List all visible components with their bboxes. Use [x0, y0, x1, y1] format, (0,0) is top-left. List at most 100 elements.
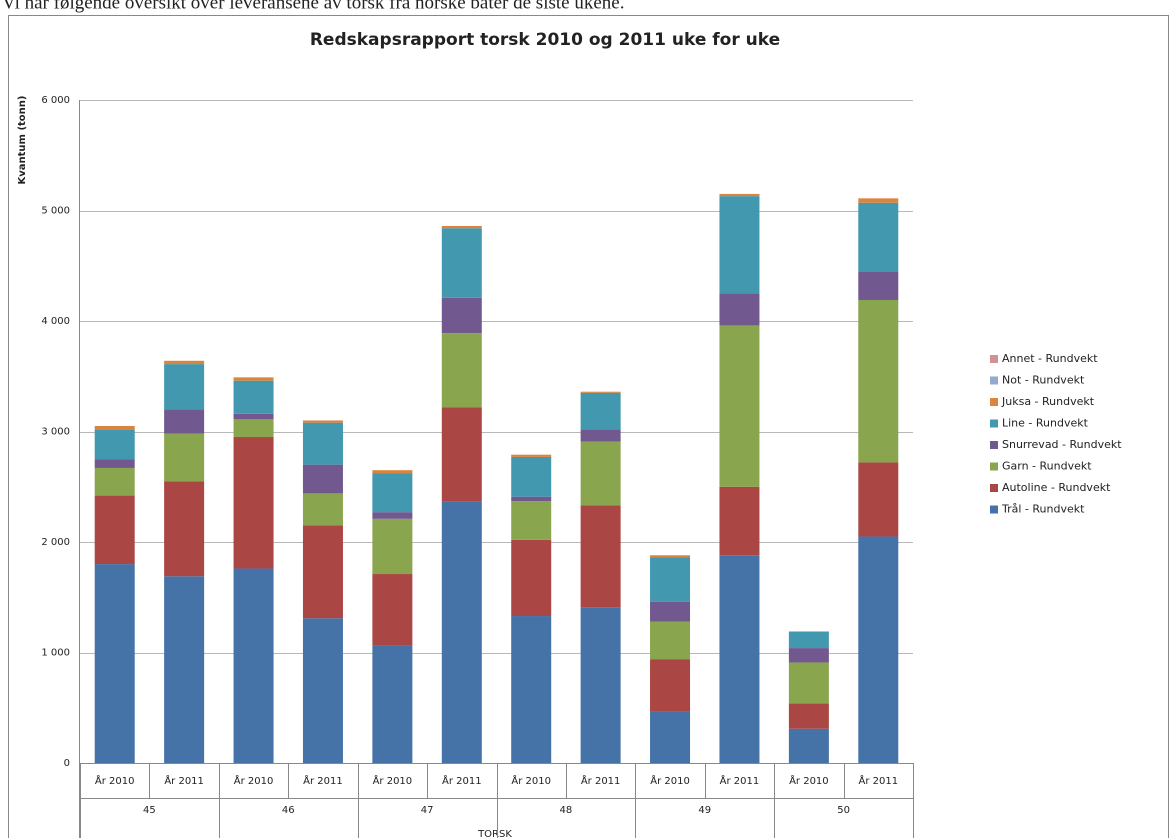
x-axis-title: TORSK — [477, 829, 512, 838]
y-tick-label: 6 000 — [41, 95, 70, 106]
bar-segment — [233, 437, 274, 569]
bar-segment — [650, 555, 691, 558]
bar-segment — [233, 413, 274, 420]
bar-segment — [580, 607, 621, 763]
bar-segment — [580, 392, 621, 430]
bar-segment — [94, 459, 135, 468]
bar-segment — [302, 464, 343, 494]
bar-segment — [788, 728, 829, 763]
legend-swatch — [990, 505, 998, 514]
legend-label: Autoline - Rundvekt — [1002, 481, 1111, 494]
legend-label: Line - Rundvekt — [1002, 417, 1089, 430]
bar-segment — [302, 420, 343, 423]
x-tick-label: År 2010 — [650, 774, 690, 787]
bar-segment — [441, 501, 482, 763]
y-tick-label: 0 — [64, 758, 70, 769]
bar-segment — [441, 297, 482, 334]
bar-segment — [650, 601, 691, 622]
bar-segment — [719, 293, 760, 326]
bar-segment — [233, 568, 274, 763]
bar-segment — [788, 662, 829, 704]
y-tick-label: 3 000 — [41, 427, 70, 438]
x-tick-label: År 2010 — [373, 774, 413, 787]
legend-swatch — [990, 441, 998, 449]
x-tick-label: År 2011 — [442, 774, 482, 787]
legend-swatch — [990, 376, 998, 385]
legend-label: Garn - Rundvekt — [1002, 460, 1092, 473]
bar-segment — [650, 557, 691, 602]
group-label: 47 — [421, 805, 434, 816]
legend-label: Annet - Rundvekt — [1002, 352, 1098, 365]
bar-segment — [858, 198, 899, 203]
bar-segment — [302, 525, 343, 619]
bar-segment — [372, 473, 413, 513]
x-tick-label: År 2010 — [95, 774, 135, 787]
bar-segment — [302, 493, 343, 526]
x-tick-label: År 2011 — [303, 774, 343, 787]
bar-segment — [233, 419, 274, 438]
bar-segment — [580, 429, 621, 442]
bar-segment — [94, 429, 135, 460]
legend-label: Juksa - Rundvekt — [1001, 395, 1095, 408]
group-label: 49 — [698, 805, 711, 816]
bar-segment — [94, 564, 135, 763]
chart-frame — [8, 15, 1169, 838]
bar-segment — [372, 645, 413, 763]
legend-swatch — [990, 419, 998, 428]
bar-segment — [233, 377, 274, 381]
bar-segment — [858, 271, 899, 301]
bar-segment — [858, 300, 899, 463]
bar-segment — [719, 193, 760, 197]
bar-segment — [94, 495, 135, 565]
bar-segment — [719, 196, 760, 294]
group-label: 48 — [560, 805, 573, 816]
y-axis-title: Kvantum (tonn) — [17, 96, 28, 185]
bar-segment — [441, 333, 482, 408]
bar-segment — [164, 360, 205, 365]
legend-label: Snurrevad - Rundvekt — [1002, 438, 1122, 451]
x-tick-label: År 2010 — [234, 774, 274, 787]
bar-segment — [302, 618, 343, 763]
legend-label: Trål - Rundvekt — [1001, 503, 1085, 516]
bar-segment — [164, 481, 205, 577]
x-tick-label: År 2010 — [789, 774, 829, 787]
legend-swatch — [990, 484, 998, 492]
y-tick-label: 4 000 — [41, 316, 70, 327]
bar-segment — [788, 703, 829, 729]
bar-segment — [580, 391, 621, 393]
bar-segment — [858, 202, 899, 272]
bar-segment — [788, 648, 829, 663]
intro-text: Vi har følgende oversikt over leveransen… — [2, 0, 624, 13]
bar-segment — [858, 536, 899, 763]
bar-segment — [94, 425, 135, 430]
y-tick-label: 1 000 — [41, 648, 70, 659]
chart-title: Redskapsrapport torsk 2010 og 2011 uke f… — [310, 30, 780, 50]
bar-segment — [372, 512, 413, 519]
bar-segment — [94, 467, 135, 496]
bar-segment — [372, 518, 413, 575]
bar-segment — [511, 501, 552, 540]
y-tick-label: 2 000 — [41, 537, 70, 548]
group-label: 50 — [837, 805, 850, 816]
bar-segment — [719, 555, 760, 763]
x-tick-label: År 2011 — [858, 774, 898, 787]
legend-swatch — [990, 398, 998, 406]
bar-segment — [441, 225, 482, 229]
x-tick-label: År 2010 — [511, 774, 551, 787]
bar-segment — [650, 711, 691, 763]
bar-segment — [233, 380, 274, 414]
bar-segment — [164, 576, 205, 763]
bar-segment — [164, 433, 205, 482]
bar-segment — [372, 470, 413, 474]
x-tick-label: År 2011 — [720, 774, 760, 787]
bar-segment — [511, 456, 552, 497]
x-tick-label: År 2011 — [581, 774, 621, 787]
bar-segment — [511, 539, 552, 617]
bar-segment — [372, 574, 413, 646]
bar-segment — [650, 659, 691, 712]
group-label: 45 — [143, 805, 156, 816]
bar-segment — [580, 505, 621, 608]
legend-label: Not - Rundvekt — [1002, 374, 1085, 387]
legend-swatch — [990, 355, 998, 363]
